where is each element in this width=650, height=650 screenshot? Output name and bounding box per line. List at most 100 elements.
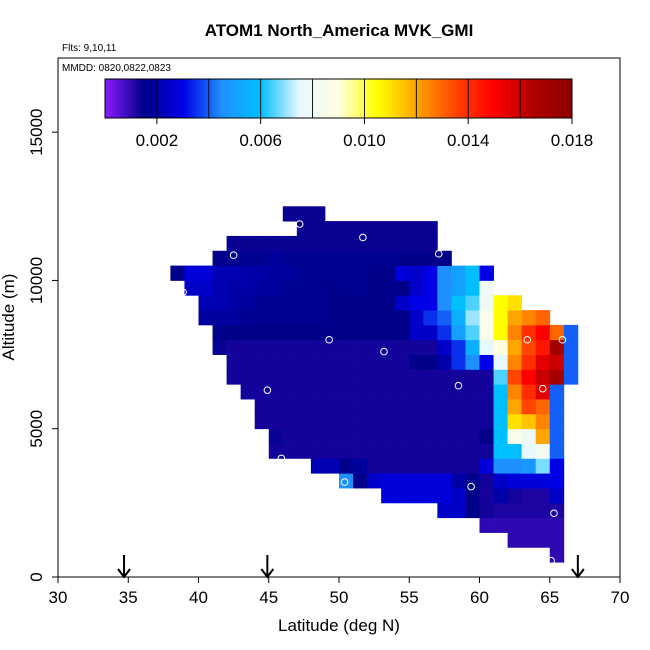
y-tick-label: 15000 [27,108,46,155]
heatmap-cell [507,324,523,341]
heatmap-cell [212,265,227,281]
heatmap-cell [226,265,242,281]
heatmap-cell [268,413,284,430]
flight-arrows [117,555,585,579]
heatmap-cell [507,517,523,533]
heatmap-cell [521,339,537,355]
heatmap-cell [535,354,551,370]
heatmap-cell [353,443,368,459]
heatmap-cell [437,280,452,296]
heatmap-cell [549,399,565,415]
heatmap-cell [493,517,508,533]
heatmap-cell [268,399,284,415]
heatmap-cell [212,250,227,266]
heatmap-cell [240,310,256,326]
heatmap-cell [493,443,508,459]
heatmap-cell [409,443,424,459]
heatmap-cell [310,235,326,252]
heatmap-cell [353,324,368,341]
flights-subtitle: Flts: 9,10,11 [62,43,117,54]
heatmap-cell [521,354,537,370]
heatmap-cell [437,369,452,385]
heatmap-cell [212,280,227,296]
heatmap-cell [353,265,368,281]
heatmap-cell [367,310,382,326]
heatmap-cell [268,295,284,311]
heatmap-cell [226,324,242,341]
heatmap-cell [282,369,298,385]
flight-point [538,384,547,393]
heatmap-cell [367,250,382,266]
heatmap-cell [381,295,396,311]
heatmap-cell [324,221,340,237]
heatmap-cell [465,369,480,385]
x-tick-label: 50 [330,588,349,607]
heatmap-cell [254,324,270,341]
heatmap-cell [465,265,480,281]
heatmap-cell [381,458,396,474]
heatmap-cell [423,428,438,444]
heatmap-cell [339,250,354,266]
heatmap-cell [381,354,396,370]
heatmap-cell [212,339,227,355]
heatmap-cell [507,443,523,459]
heatmap-cell [310,413,326,430]
heatmap-cell [324,384,340,400]
heatmap-cell [282,339,298,355]
heatmap-cell [437,354,452,370]
heatmap-cell [310,280,326,296]
heatmap-cell [409,250,424,266]
heatmap-cell [226,235,242,252]
heatmap-cell [324,458,340,474]
heatmap-cell [254,265,270,281]
heatmap-cell [549,443,565,459]
heatmap-cell [395,354,410,370]
heatmap-cell [451,413,466,430]
heatmap-cell [339,310,354,326]
heatmap-cell [535,324,551,341]
heatmap-cell [226,280,242,296]
heatmap-cell [324,295,340,311]
heatmap-cell [521,443,537,459]
heatmap-cell [479,369,494,385]
heatmap-cell [268,354,284,370]
heatmap-cell [521,517,537,533]
heatmap-cell [549,369,565,385]
colorbar: 0.002 0.006 0.010 0.014 0.018 [104,78,594,150]
heatmap-cell [451,354,466,370]
heatmap-cell [339,339,354,355]
colorbar-tick-label: 0.018 [551,131,594,150]
heatmap-cell [310,369,326,385]
heatmap-cell [423,384,438,400]
heatmap-cell [381,443,396,459]
heatmap-cell [437,265,452,281]
heatmap-cell [310,265,326,281]
heatmap-cell [479,443,494,459]
heatmap-cell [409,235,424,252]
heatmap-cell [479,295,494,311]
heatmap-cell [409,458,424,474]
heatmap-cell [310,250,326,266]
heatmap-cell [381,310,396,326]
heatmap-cell [395,250,410,266]
heatmap-cell [423,458,438,474]
heatmap-cell [521,384,537,400]
heatmap-cell [254,295,270,311]
colorbar-tick-label: 0.010 [343,131,386,150]
heatmap-cell [451,310,466,326]
heatmap-cell [549,532,565,548]
heatmap-cell [324,369,340,385]
heatmap-cell [367,369,382,385]
arrow-head [571,568,585,579]
heatmap-cell [535,310,551,326]
heatmap-cell [507,502,523,519]
heatmap-cell [282,280,298,296]
heatmap-cell [296,369,312,385]
heatmap-cell [240,384,256,400]
heatmap-cell [339,428,354,444]
heatmap-cell [437,250,452,266]
heatmap-cell [296,206,312,222]
heatmap-cell [282,324,298,341]
heatmap-cell [549,547,565,563]
flight-point [229,251,238,260]
